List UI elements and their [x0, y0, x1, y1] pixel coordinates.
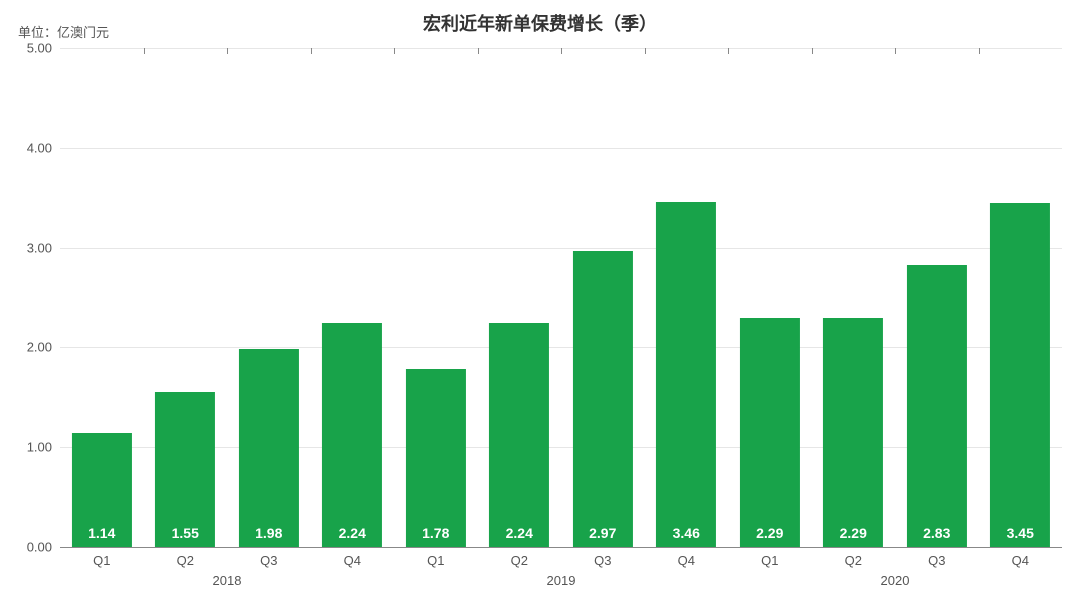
y-tick-label: 2.00 — [27, 340, 60, 355]
quarter-label: Q4 — [344, 553, 361, 568]
x-minor-tick — [311, 48, 312, 54]
bar-value-label: 1.78 — [422, 525, 449, 541]
bar — [740, 318, 800, 547]
bar-value-label: 1.98 — [255, 525, 282, 541]
quarter-label: Q2 — [177, 553, 194, 568]
bar-slot: 2.29Q1 — [728, 48, 812, 547]
quarter-label: Q3 — [260, 553, 277, 568]
bar-slot: 3.45Q4 — [979, 48, 1063, 547]
quarter-label: Q2 — [845, 553, 862, 568]
bar — [823, 318, 883, 547]
chart-container: 宏利近年新单保费增长（季） 单位：亿澳门元 0.00 1.00 2.00 3.00 4.… — [0, 0, 1080, 607]
quarter-label: Q1 — [93, 553, 110, 568]
quarter-label: Q3 — [594, 553, 611, 568]
bars-container: 1.14Q11.55Q21.98Q32.24Q41.78Q12.24Q22.97… — [60, 48, 1062, 547]
bar-slot: 2.24Q4 — [311, 48, 395, 547]
year-group-label: 2018 — [60, 573, 394, 597]
year-group-label: 2019 — [394, 573, 728, 597]
x-minor-tick — [645, 48, 646, 54]
bar-value-label: 3.45 — [1007, 525, 1034, 541]
bar-value-label: 3.46 — [673, 525, 700, 541]
x-minor-tick — [812, 48, 813, 54]
bar-value-label: 1.14 — [88, 525, 115, 541]
bar — [155, 392, 215, 547]
y-tick-label: 4.00 — [27, 140, 60, 155]
y-tick-label: 5.00 — [27, 41, 60, 56]
x-minor-tick — [561, 48, 562, 54]
bar-value-label: 2.24 — [339, 525, 366, 541]
x-minor-tick — [227, 48, 228, 54]
unit-label: 单位：亿澳门元 — [18, 22, 109, 41]
bar-slot: 1.98Q3 — [227, 48, 311, 547]
bar-value-label: 2.29 — [756, 525, 783, 541]
x-axis-line — [60, 547, 1062, 548]
x-minor-tick — [394, 48, 395, 54]
bar — [239, 349, 299, 547]
year-axis-row: 201820192020 — [60, 573, 1062, 597]
chart-title: 宏利近年新单保费增长（季） — [0, 10, 1080, 36]
bar-value-label: 1.55 — [172, 525, 199, 541]
bar-value-label: 2.97 — [589, 525, 616, 541]
bar-slot: 2.24Q2 — [478, 48, 562, 547]
bar — [489, 323, 549, 547]
y-tick-label: 1.00 — [27, 440, 60, 455]
x-minor-tick — [895, 48, 896, 54]
bar — [907, 265, 967, 547]
bar-value-label: 2.83 — [923, 525, 950, 541]
quarter-label: Q2 — [511, 553, 528, 568]
quarter-label: Q3 — [928, 553, 945, 568]
bar-slot: 1.55Q2 — [144, 48, 228, 547]
bar — [406, 369, 466, 547]
bar — [322, 323, 382, 547]
bar-slot: 1.78Q1 — [394, 48, 478, 547]
bar-slot: 3.46Q4 — [645, 48, 729, 547]
bar — [656, 202, 716, 547]
year-group-label: 2020 — [728, 573, 1062, 597]
plot-area: 0.001.002.003.004.005.001.14Q11.55Q21.98… — [60, 48, 1062, 547]
bar-slot: 2.29Q2 — [812, 48, 896, 547]
x-minor-tick — [979, 48, 980, 54]
bar — [990, 203, 1050, 547]
bar — [573, 251, 633, 547]
x-minor-tick — [478, 48, 479, 54]
bar-value-label: 2.29 — [840, 525, 867, 541]
quarter-label: Q4 — [678, 553, 695, 568]
quarter-label: Q1 — [427, 553, 444, 568]
x-minor-tick — [144, 48, 145, 54]
bar-value-label: 2.24 — [506, 525, 533, 541]
bar-slot: 2.97Q3 — [561, 48, 645, 547]
y-tick-label: 3.00 — [27, 240, 60, 255]
x-minor-tick — [728, 48, 729, 54]
y-tick-label: 0.00 — [27, 540, 60, 555]
bar-slot: 2.83Q3 — [895, 48, 979, 547]
quarter-label: Q4 — [1012, 553, 1029, 568]
quarter-label: Q1 — [761, 553, 778, 568]
bar-slot: 1.14Q1 — [60, 48, 144, 547]
